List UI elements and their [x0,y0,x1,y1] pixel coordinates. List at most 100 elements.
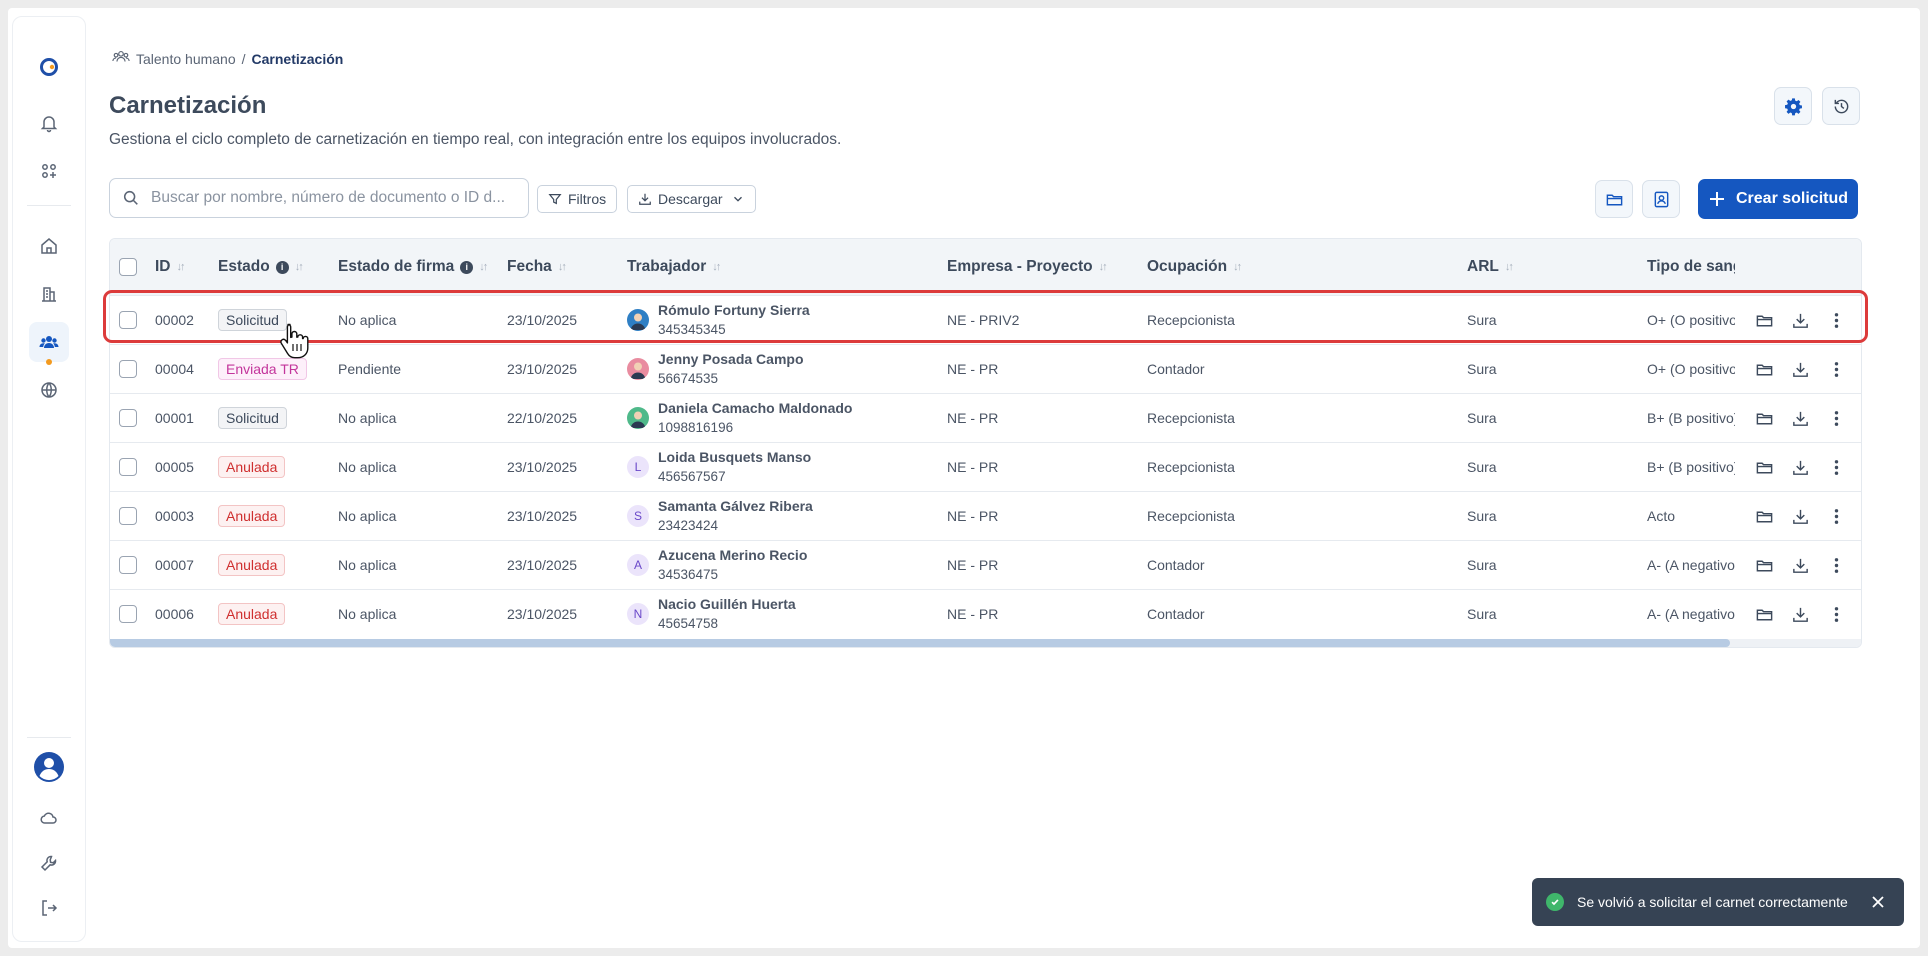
cell-fecha: 23/10/2025 [507,361,578,377]
row-checkbox-cell [119,394,137,442]
row-folder-icon[interactable] [1754,457,1774,477]
row-checkbox[interactable] [119,458,137,476]
status-badge: Anulada [218,554,286,576]
close-icon[interactable] [1868,892,1888,912]
building-icon[interactable] [29,274,69,314]
worker-document: 456567567 [658,469,726,484]
table-row[interactable]: 00007 Anulada No aplica 23/10/2025 A Azucena … [110,540,1861,589]
cell-sangre: A- (A negativo) [1647,606,1735,622]
download-dropdown[interactable]: Descargar [627,185,756,213]
row-folder-icon[interactable] [1754,310,1774,330]
row-download-icon[interactable] [1790,457,1810,477]
kebab-menu-icon[interactable] [1826,457,1846,477]
cloud-icon[interactable] [29,798,69,838]
cell-fecha: 23/10/2025 [507,508,578,524]
column-header-sangre[interactable]: Tipo de sangr [1647,258,1735,275]
table-row[interactable]: 00005 Anulada No aplica 23/10/2025 L Loida Bu… [110,442,1861,491]
cell-arl: Sura [1467,312,1497,328]
id-card-button[interactable] [1642,180,1680,218]
column-header-arl[interactable]: ARL ↓↑ [1467,258,1514,275]
horizontal-scrollbar[interactable] [110,639,1861,647]
cell-firma: No aplica [338,459,397,475]
scrollbar-thumb[interactable] [110,639,1730,647]
home-icon[interactable] [29,226,69,266]
worker-name: Loida Busquets Manso [658,449,812,465]
filters-button[interactable]: Filtros [537,185,618,213]
info-icon: i [275,260,289,274]
row-checkbox[interactable] [119,409,137,427]
breadcrumb-parent[interactable]: Talento humano [136,50,236,67]
create-request-button[interactable]: Crear solicitud [1698,179,1858,219]
table-row[interactable]: 00006 Anulada No aplica 23/10/2025 N Nacio Gu… [110,589,1861,638]
avatar-icon[interactable] [29,747,69,787]
column-header-trabajador[interactable]: Trabajador ↓↑ [627,258,721,275]
filters-label: Filtros [568,191,607,207]
select-all-checkbox-cell [119,239,137,295]
logout-icon[interactable] [29,888,69,928]
kebab-menu-icon[interactable] [1826,555,1846,575]
globe-icon[interactable] [29,370,69,410]
table-row[interactable]: 00004 Enviada TR Pendiente 23/10/2025 Jenny … [110,344,1861,393]
bell-icon[interactable] [29,103,69,143]
kebab-menu-icon[interactable] [1826,310,1846,330]
column-header-estado[interactable]: Estado i ↓↑ [218,258,304,275]
worker-name: Jenny Posada Campo [658,351,804,367]
cell-sangre: B+ (B positivo) [1647,459,1735,475]
kebab-menu-icon[interactable] [1826,408,1846,428]
row-download-icon[interactable] [1790,408,1810,428]
row-checkbox[interactable] [119,605,137,623]
row-checkbox-cell [119,541,137,589]
column-header-firma[interactable]: Estado de firma i ↓↑ [338,258,488,275]
breadcrumb-separator: / [241,50,246,67]
kebab-menu-icon[interactable] [1826,506,1846,526]
row-download-icon[interactable] [1790,604,1810,624]
search-input[interactable] [149,188,523,208]
row-checkbox-cell [119,345,137,393]
cell-empresa: NE - PR [947,459,999,475]
row-checkbox[interactable] [119,507,137,525]
row-download-icon[interactable] [1790,555,1810,575]
apps-icon[interactable] [29,151,69,191]
row-folder-icon[interactable] [1754,555,1774,575]
cell-empresa: NE - PR [947,557,999,573]
row-checkbox[interactable] [119,311,137,329]
row-folder-icon[interactable] [1754,506,1774,526]
table-row[interactable]: 00001 Solicitud No aplica 22/10/2025 Daniela… [110,393,1861,442]
settings-button[interactable] [1774,87,1812,125]
row-folder-icon[interactable] [1754,359,1774,379]
row-folder-icon[interactable] [1754,604,1774,624]
kebab-menu-icon[interactable] [1826,604,1846,624]
row-download-icon[interactable] [1790,359,1810,379]
cell-firma: No aplica [338,606,397,622]
column-header-ocupacion[interactable]: Ocupación ↓↑ [1147,258,1242,275]
column-header-id[interactable]: ID ↓↑ [155,258,186,275]
row-download-icon[interactable] [1790,310,1810,330]
folder-button[interactable] [1595,180,1633,218]
cell-id: 00002 [155,312,194,328]
cell-arl: Sura [1467,557,1497,573]
cell-empresa: NE - PR [947,361,999,377]
row-download-icon[interactable] [1790,506,1810,526]
wrench-icon[interactable] [29,843,69,883]
column-header-empresa[interactable]: Empresa - Proyecto ↓↑ [947,258,1108,275]
cell-ocupacion: Contador [1147,361,1205,377]
cell-estado: Solicitud [218,296,287,344]
row-checkbox[interactable] [119,360,137,378]
table-row[interactable]: 00002 Solicitud No aplica 23/10/2025 Rómulo … [110,295,1861,344]
history-button[interactable] [1822,87,1860,125]
row-folder-icon[interactable] [1754,408,1774,428]
cell-arl: Sura [1467,606,1497,622]
worker-name: Nacio Guillén Huerta [658,596,796,612]
app-logo-icon[interactable] [29,47,69,87]
download-label: Descargar [658,191,723,207]
kebab-menu-icon[interactable] [1826,359,1846,379]
users-icon[interactable] [29,322,69,362]
row-checkbox[interactable] [119,556,137,574]
cell-empresa: NE - PR [947,606,999,622]
cell-sangre: O+ (O positivo) [1647,361,1735,377]
cell-ocupacion: Recepcionista [1147,410,1235,426]
column-header-fecha[interactable]: Fecha ↓↑ [507,258,567,275]
select-all-checkbox[interactable] [119,258,137,276]
check-circle-icon [1546,893,1564,911]
table-row[interactable]: 00003 Anulada No aplica 23/10/2025 S Samanta … [110,491,1861,540]
